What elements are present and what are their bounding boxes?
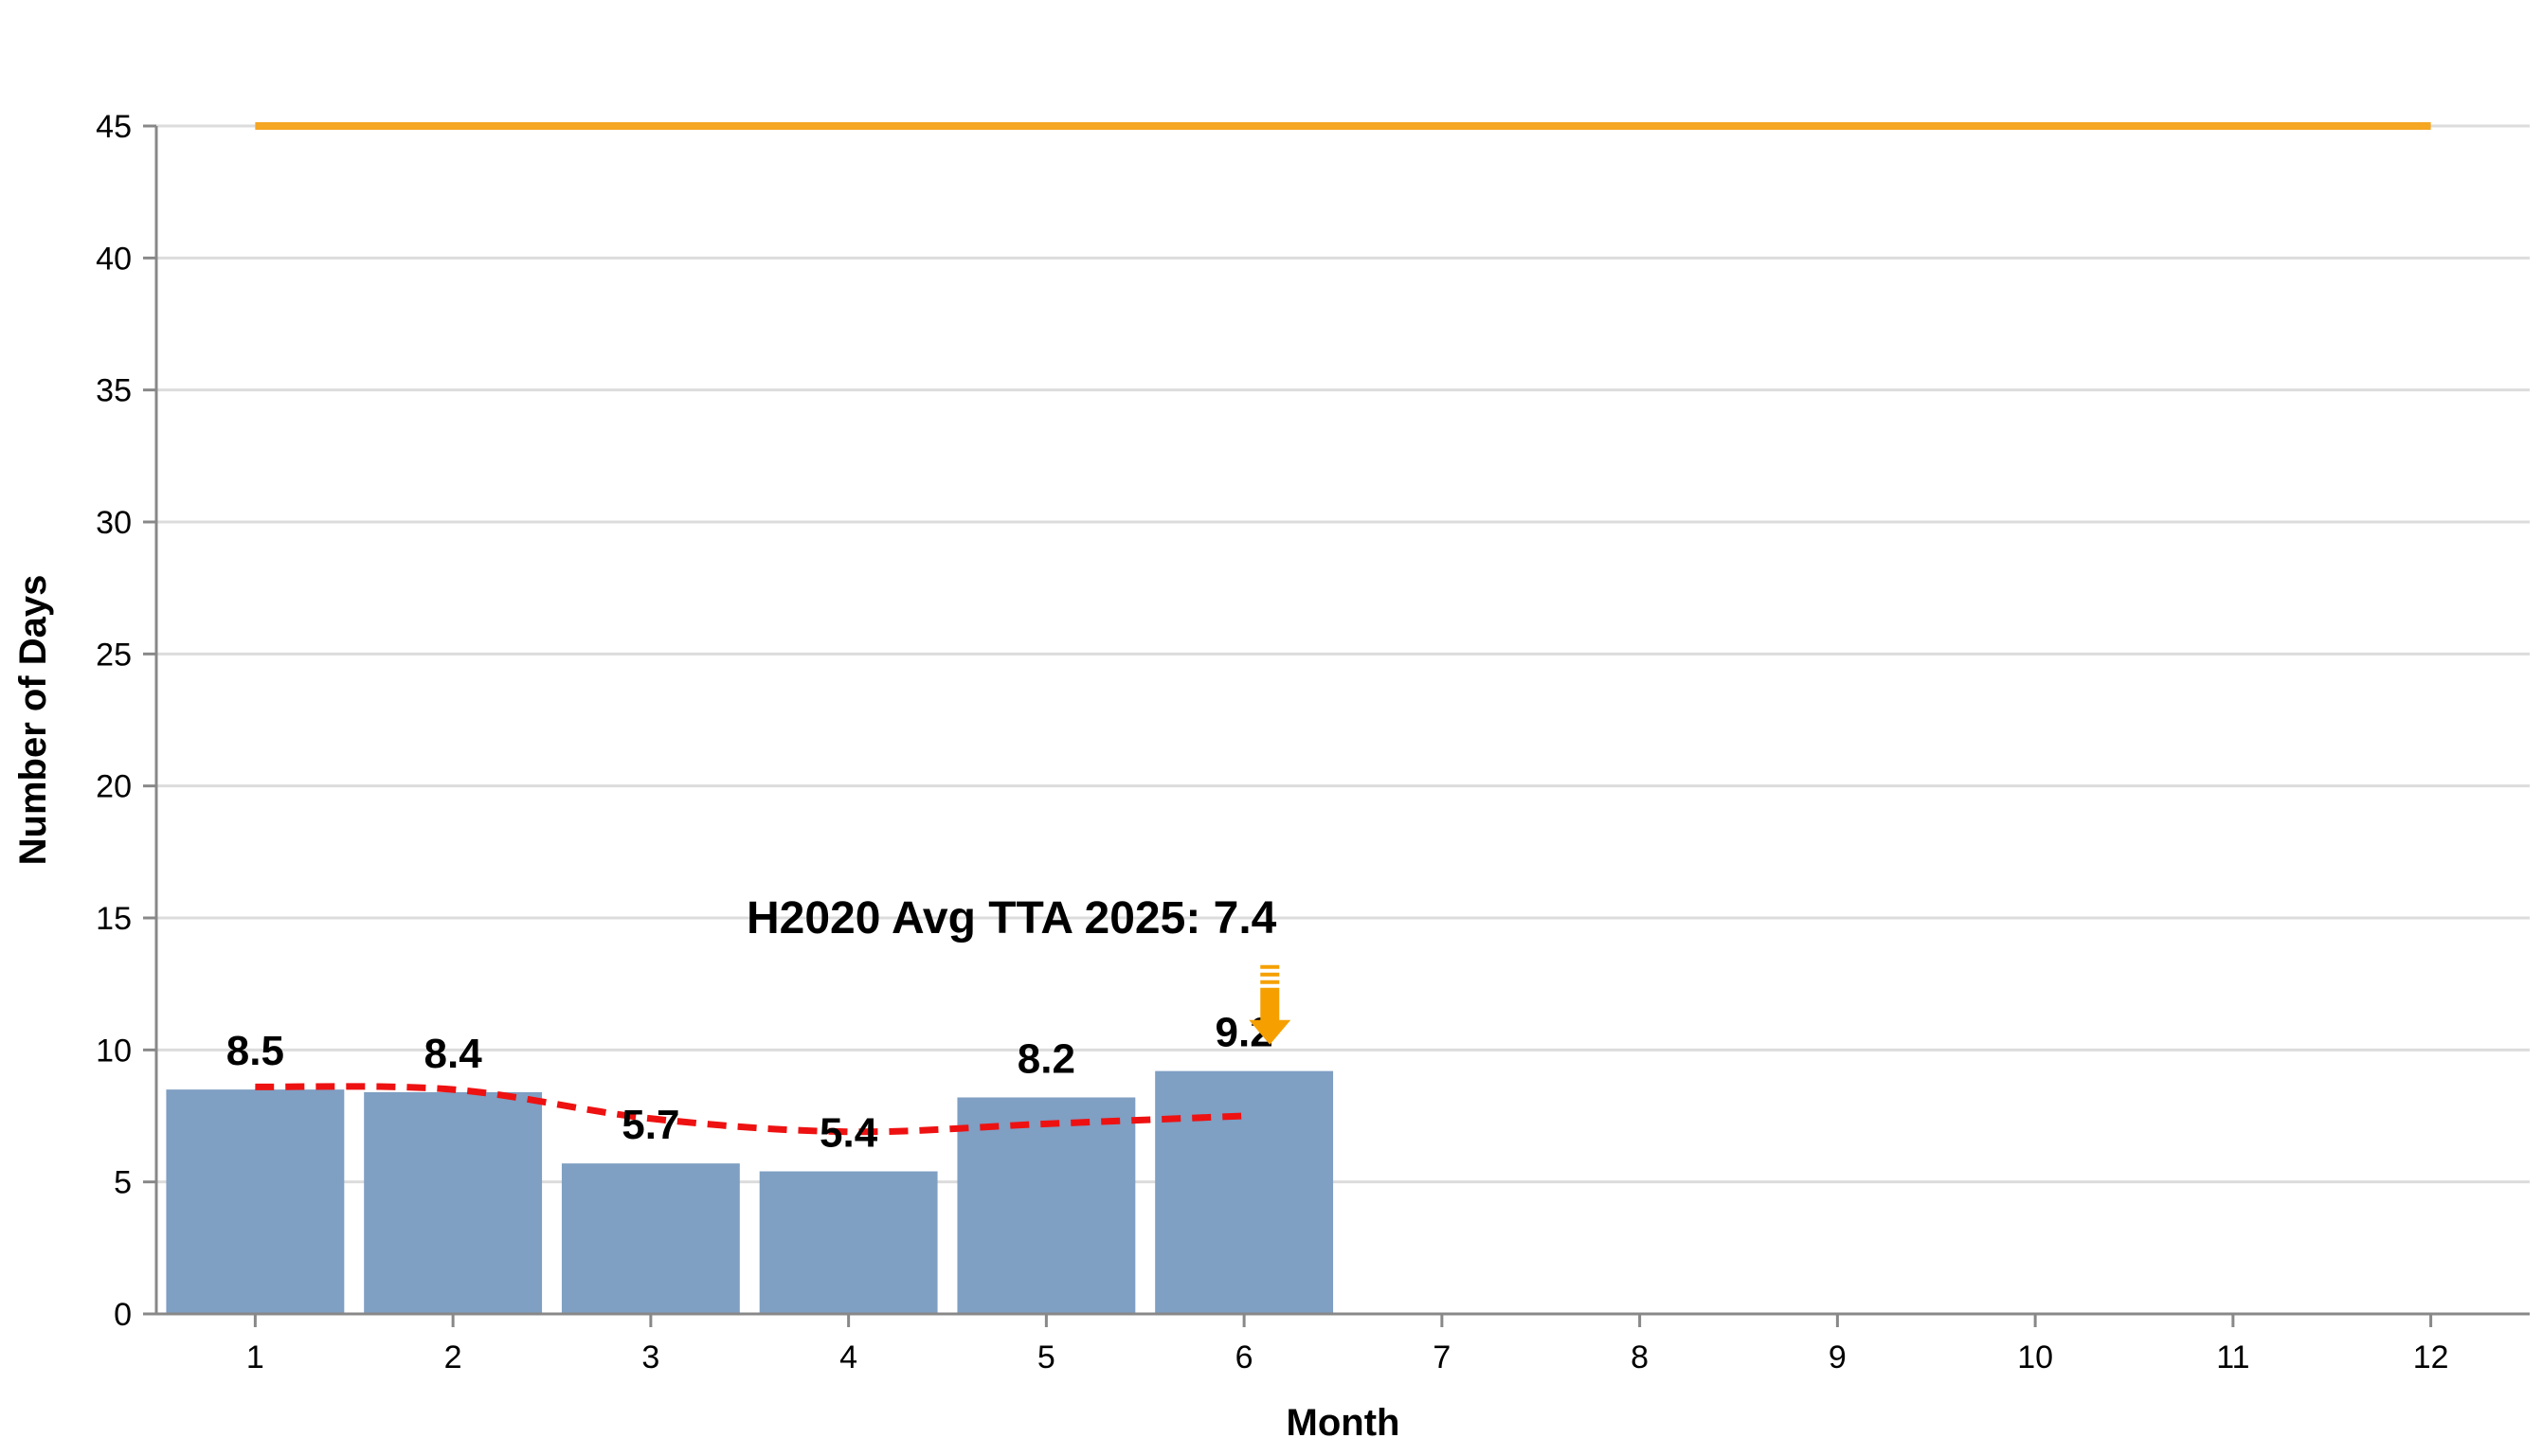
bar-value-label: 8.5 bbox=[226, 1028, 284, 1074]
bar bbox=[364, 1091, 543, 1314]
bar bbox=[1155, 1070, 1334, 1314]
x-tick-label: 4 bbox=[839, 1339, 857, 1375]
grid-lines bbox=[156, 124, 2530, 1184]
x-tick-label: 8 bbox=[1631, 1339, 1649, 1375]
bar-value-label: 8.2 bbox=[1018, 1035, 1075, 1082]
y-tick-label: 5 bbox=[114, 1165, 132, 1201]
y-tick-label: 35 bbox=[96, 373, 132, 409]
annotation-arrow-icon bbox=[1249, 964, 1291, 1045]
bar-value-label: 5.4 bbox=[820, 1110, 878, 1157]
bars-group bbox=[166, 1070, 1334, 1314]
arrow-shaft bbox=[1260, 987, 1280, 1022]
x-tick-label: 5 bbox=[1037, 1339, 1055, 1375]
bar bbox=[957, 1097, 1136, 1314]
y-tick-label: 20 bbox=[96, 769, 132, 805]
x-tick-label: 12 bbox=[2413, 1339, 2449, 1375]
y-tick-label: 40 bbox=[96, 241, 132, 277]
arrow-stripe bbox=[1260, 972, 1280, 977]
x-tick-label: 3 bbox=[641, 1339, 659, 1375]
data-labels-group: 8.5 8.45.7 5.48.29.2 bbox=[226, 1010, 1273, 1157]
x-tick-label: 11 bbox=[2216, 1339, 2249, 1375]
arrow-stripe bbox=[1260, 964, 1280, 969]
y-tick-label: 30 bbox=[96, 505, 132, 541]
y-tick-label: 25 bbox=[96, 637, 132, 673]
bar-value-label: 5.7 bbox=[622, 1102, 679, 1148]
bar-value-label: 8.4 bbox=[424, 1031, 483, 1077]
arrow-stripe bbox=[1260, 980, 1280, 984]
trend-line bbox=[255, 1083, 1245, 1136]
y-tick-label: 0 bbox=[114, 1297, 132, 1333]
y-axis-title: Number of Days bbox=[12, 575, 54, 866]
y-tick-label: 10 bbox=[96, 1033, 132, 1069]
x-tick-label: 1 bbox=[246, 1339, 264, 1375]
x-tick-label: 2 bbox=[444, 1339, 462, 1375]
bar bbox=[759, 1171, 938, 1314]
lines-group bbox=[255, 122, 2431, 1136]
annotation-text: H2020 Avg TTA 2025: 7.4 bbox=[747, 893, 1277, 944]
y-tick-label: 45 bbox=[96, 109, 132, 145]
arrow-head bbox=[1249, 1019, 1291, 1045]
x-axis-title: Month bbox=[1287, 1402, 1400, 1444]
x-tick-label: 7 bbox=[1433, 1339, 1451, 1375]
x-tick-label: 6 bbox=[1235, 1339, 1253, 1375]
y-tick-label: 15 bbox=[96, 901, 132, 937]
bar bbox=[561, 1163, 740, 1314]
annotation-group: H2020 Avg TTA 2025: 7.4 bbox=[747, 893, 1291, 1045]
x-tick-label: 9 bbox=[1829, 1339, 1847, 1375]
bar bbox=[166, 1089, 345, 1314]
x-tick-label: 10 bbox=[2017, 1339, 2053, 1375]
